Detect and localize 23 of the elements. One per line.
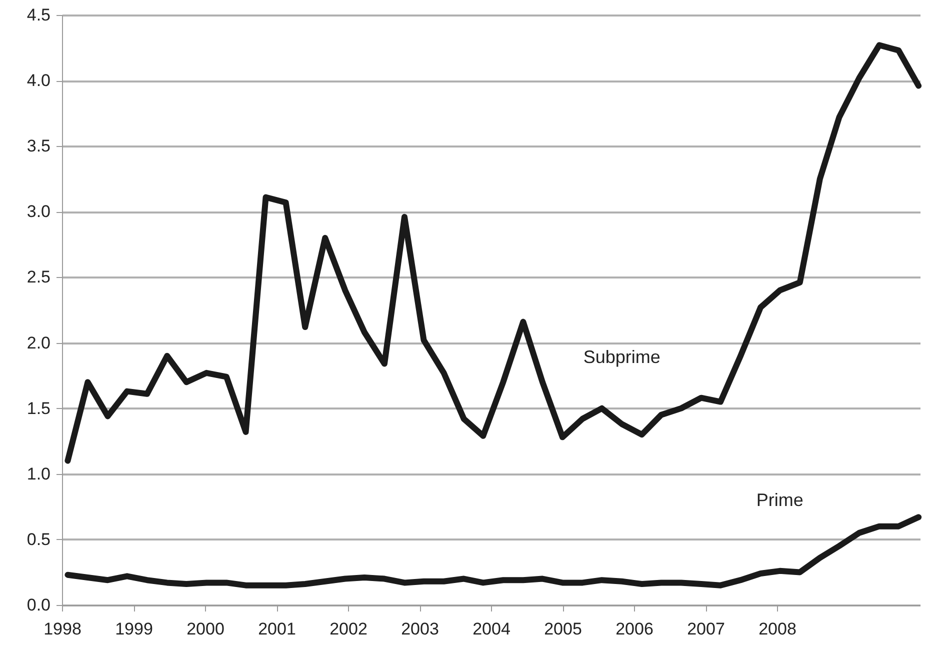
x-tick-label: 2008 xyxy=(758,620,796,638)
y-tick-label: 3.0 xyxy=(26,202,50,222)
x-tick-label: 2007 xyxy=(687,620,725,638)
x-tick-label: 2000 xyxy=(186,620,224,638)
y-tick-label: 2.0 xyxy=(26,333,50,352)
x-tick-label: 2003 xyxy=(401,620,439,638)
y-tick-label: 1.5 xyxy=(26,398,50,418)
x-tick-label: 2005 xyxy=(544,620,582,638)
x-tick-label: 2001 xyxy=(258,620,296,638)
y-tick-label: 1.0 xyxy=(26,464,50,484)
x-tick-label: 1998 xyxy=(44,620,82,638)
x-tick-label: 2002 xyxy=(330,620,368,638)
text: Prime xyxy=(756,490,804,510)
x-tick-label: 2004 xyxy=(472,620,510,638)
y-tick-label: 3.5 xyxy=(26,136,50,156)
x-tick-label: 1999 xyxy=(115,620,153,638)
y-tick-label: 0.0 xyxy=(26,596,50,614)
y-tick-label: 0.5 xyxy=(26,530,50,549)
text: Subprime xyxy=(583,347,660,368)
y-tick-label: 2.5 xyxy=(26,268,50,287)
x-tick-label: 2006 xyxy=(616,620,654,638)
y-tick-label: 4.5 xyxy=(26,6,50,24)
y-tick-label: 4.0 xyxy=(26,71,50,90)
